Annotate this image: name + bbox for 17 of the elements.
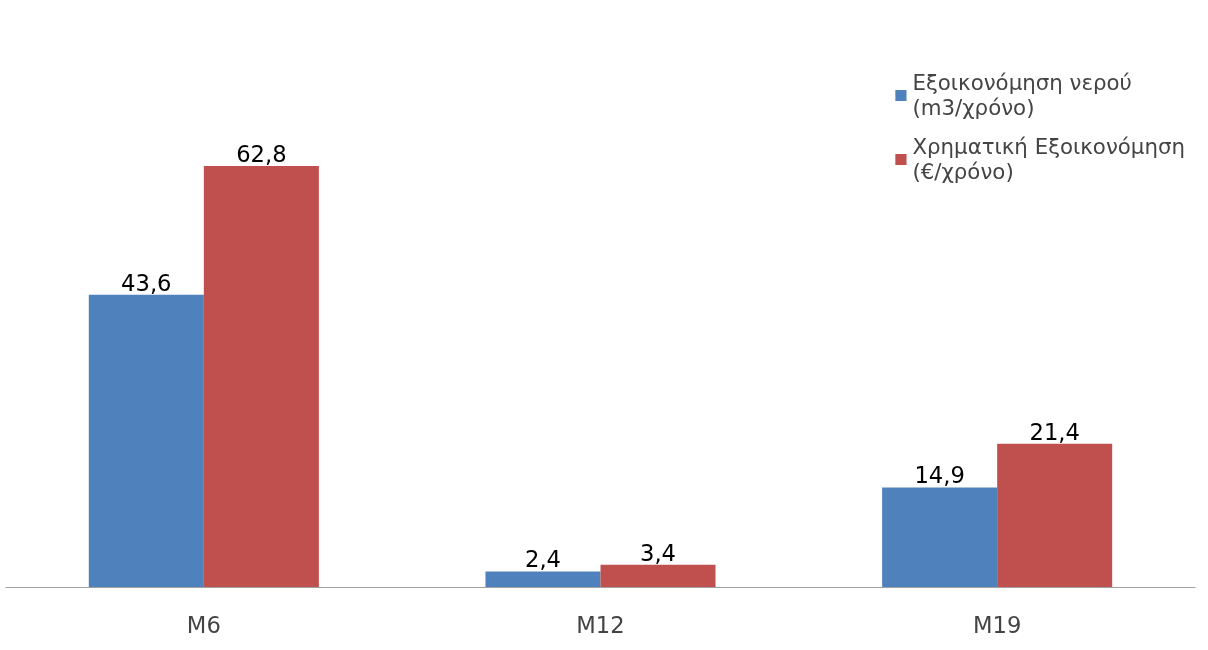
bar: [203, 165, 319, 588]
bar: [882, 487, 998, 588]
bar: [485, 571, 601, 588]
data-label: 3,4: [640, 539, 677, 566]
data-label: 2,4: [524, 546, 561, 573]
data-label: 14,9: [914, 462, 965, 489]
data-label: 21,4: [1029, 418, 1080, 445]
legend-label: Χρηματική Εξοικονόμηση (€/χρόνο): [912, 134, 1185, 184]
x-tick-label: M12: [576, 611, 625, 638]
data-label: 43,6: [121, 269, 172, 296]
data-label: 62,8: [236, 140, 287, 167]
bar: [88, 294, 204, 588]
x-tick-label: M19: [972, 611, 1022, 638]
x-tick-label: M6: [186, 611, 221, 638]
bar: [997, 443, 1113, 588]
legend-label: Εξοικονόμηση νερού (m3/χρόνο): [912, 70, 1132, 120]
bar: [600, 564, 716, 588]
